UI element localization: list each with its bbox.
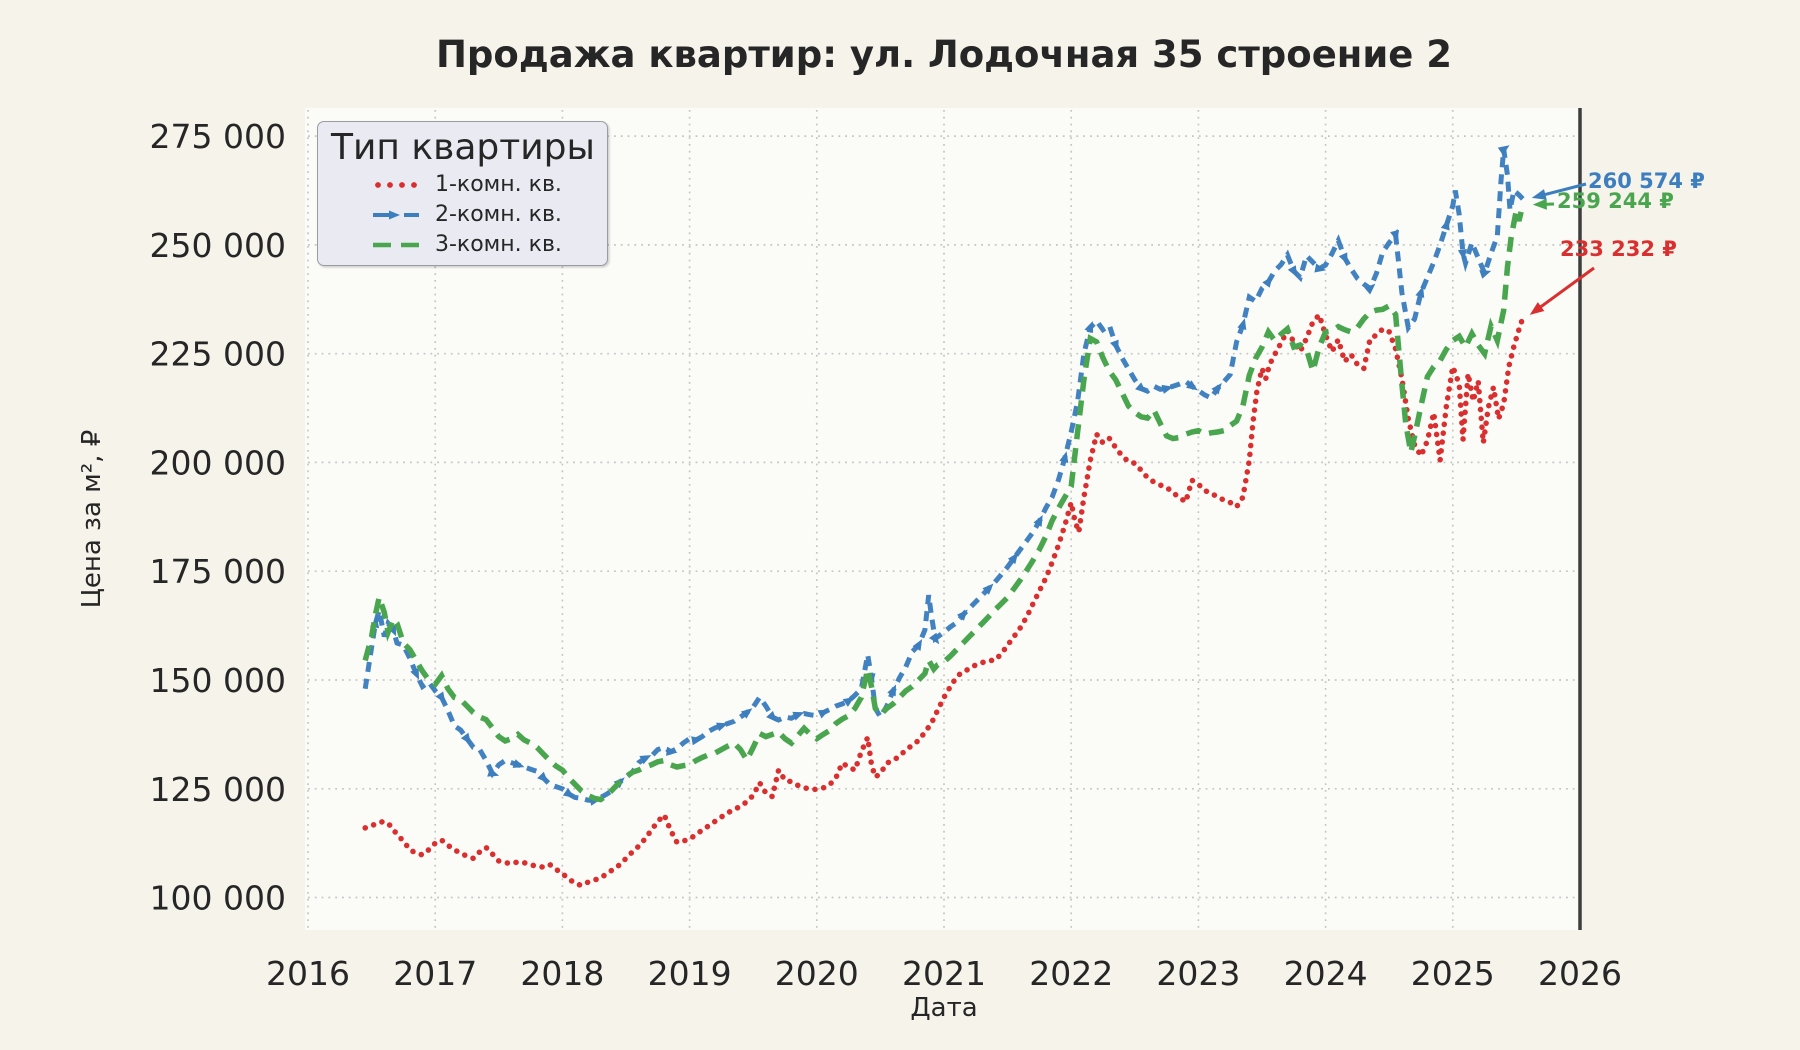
legend-title: Тип квартиры: [331, 127, 595, 168]
svg-text:2020: 2020: [775, 954, 859, 993]
svg-text:225 000: 225 000: [150, 335, 286, 374]
arrow-dash-line-icon: [373, 207, 419, 221]
svg-text:2016: 2016: [266, 954, 350, 993]
annotation-1room-price: 233 232 ₽: [1560, 237, 1677, 261]
legend: Тип квартиры 1-комн. кв. 2-комн. кв. 3-к…: [317, 121, 608, 266]
svg-text:250 000: 250 000: [150, 226, 286, 265]
svg-text:2017: 2017: [393, 954, 477, 993]
svg-text:2018: 2018: [520, 954, 604, 993]
svg-text:2023: 2023: [1156, 954, 1240, 993]
annotation-2room-price: 260 574 ₽: [1588, 169, 1705, 193]
chart-title: Продажа квартир: ул. Лодочная 35 строени…: [435, 33, 1453, 76]
annotation-3room-price: 259 244 ₽: [1557, 189, 1674, 213]
svg-text:100 000: 100 000: [150, 879, 286, 918]
svg-text:2019: 2019: [648, 954, 732, 993]
svg-text:200 000: 200 000: [150, 443, 286, 482]
svg-text:275 000: 275 000: [150, 117, 286, 156]
dashed-line-icon: [373, 237, 419, 251]
svg-text:Цена за м², ₽: Цена за м², ₽: [77, 430, 107, 609]
svg-text:Дата: Дата: [910, 993, 977, 1023]
legend-item-label: 2-комн. кв.: [435, 201, 562, 227]
svg-text:2022: 2022: [1029, 954, 1113, 993]
legend-item-1room: 1-комн. кв.: [331, 169, 594, 199]
svg-text:125 000: 125 000: [150, 770, 286, 809]
legend-item-2room: 2-комн. кв.: [331, 199, 594, 229]
dotted-line-icon: [373, 177, 419, 191]
svg-text:150 000: 150 000: [150, 661, 286, 700]
svg-text:2021: 2021: [902, 954, 986, 993]
svg-text:2026: 2026: [1538, 954, 1622, 993]
svg-text:2024: 2024: [1284, 954, 1368, 993]
legend-item-label: 3-комн. кв.: [435, 231, 562, 257]
legend-item-3room: 3-комн. кв.: [331, 229, 594, 259]
svg-text:2025: 2025: [1411, 954, 1495, 993]
svg-text:175 000: 175 000: [150, 552, 286, 591]
legend-item-label: 1-комн. кв.: [435, 171, 562, 197]
